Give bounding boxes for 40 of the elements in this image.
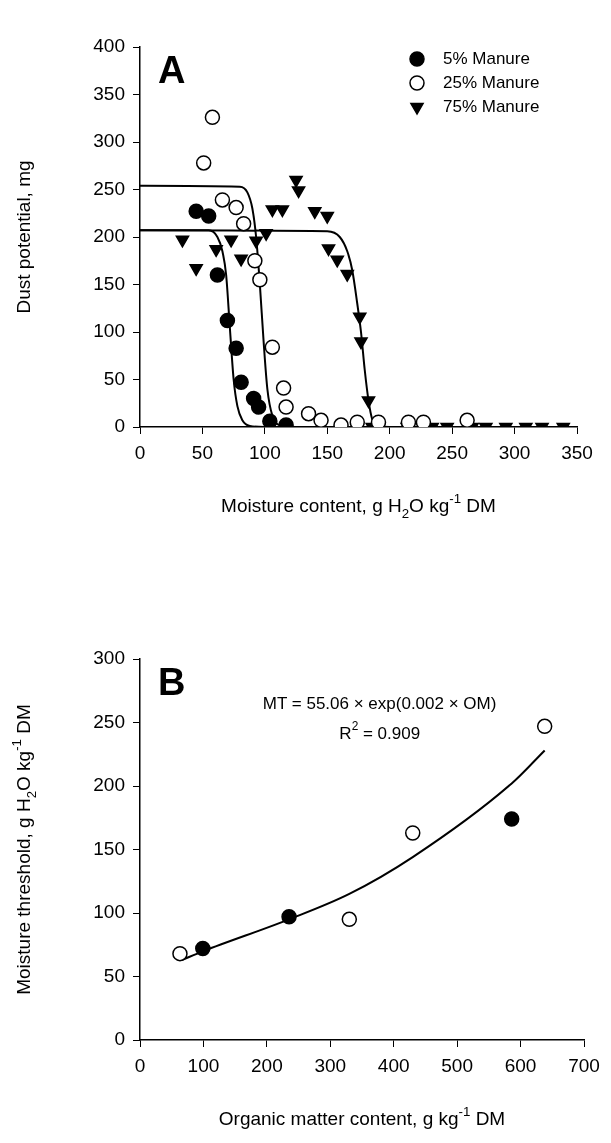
annotation: A: [158, 49, 186, 92]
legend-label: 75% Manure: [443, 96, 540, 116]
y-axis-title: Moisture threshold, g H2O kg-1 DM: [9, 704, 40, 995]
x-tick-label: 500: [441, 1054, 473, 1076]
y-tick-label: 50: [103, 367, 125, 389]
y-tick-label: 200: [93, 774, 125, 796]
x-tick-label: 200: [373, 441, 406, 463]
y-tick-label: 100: [93, 320, 125, 342]
x-tick-label: 600: [504, 1054, 537, 1076]
y-tick-label: 150: [93, 272, 125, 294]
y-tick-label: 400: [93, 35, 125, 57]
x-tick-label: 50: [191, 441, 213, 463]
x-tick-label: 400: [377, 1054, 410, 1076]
annotation: B: [158, 661, 186, 704]
y-tick-label: 300: [93, 647, 125, 669]
y-tick-label: 0: [114, 415, 125, 437]
y-axis-title: Dust potential, mg: [13, 160, 35, 314]
x-tick-label: 0: [134, 441, 146, 463]
x-tick-label: 300: [498, 441, 531, 463]
y-tick-label: 150: [93, 837, 125, 859]
y-tick-label: 300: [93, 130, 125, 152]
y-tick-label: 100: [93, 901, 125, 923]
annotation: MT = 55.06 × exp(0.002 × OM): [262, 693, 497, 713]
legend-label: 5% Manure: [443, 48, 530, 68]
x-tick-label: 350: [561, 441, 593, 463]
x-tick-label: 300: [314, 1054, 347, 1076]
x-tick-label: 250: [436, 441, 468, 463]
y-tick-label: 200: [93, 225, 125, 247]
x-tick-label: 0: [134, 1054, 146, 1076]
y-tick-label: 250: [93, 177, 125, 199]
y-tick-label: 250: [93, 710, 125, 732]
y-tick-label: 0: [114, 1028, 125, 1050]
x-tick-label: 700: [568, 1054, 600, 1076]
x-tick-label: 150: [311, 441, 344, 463]
legend-label: 25% Manure: [443, 72, 540, 92]
x-tick-label: 100: [249, 441, 281, 463]
y-tick-label: 350: [93, 82, 125, 104]
x-tick-label: 200: [251, 1054, 283, 1076]
x-tick-label: 100: [187, 1054, 220, 1076]
y-tick-label: 50: [103, 964, 125, 986]
